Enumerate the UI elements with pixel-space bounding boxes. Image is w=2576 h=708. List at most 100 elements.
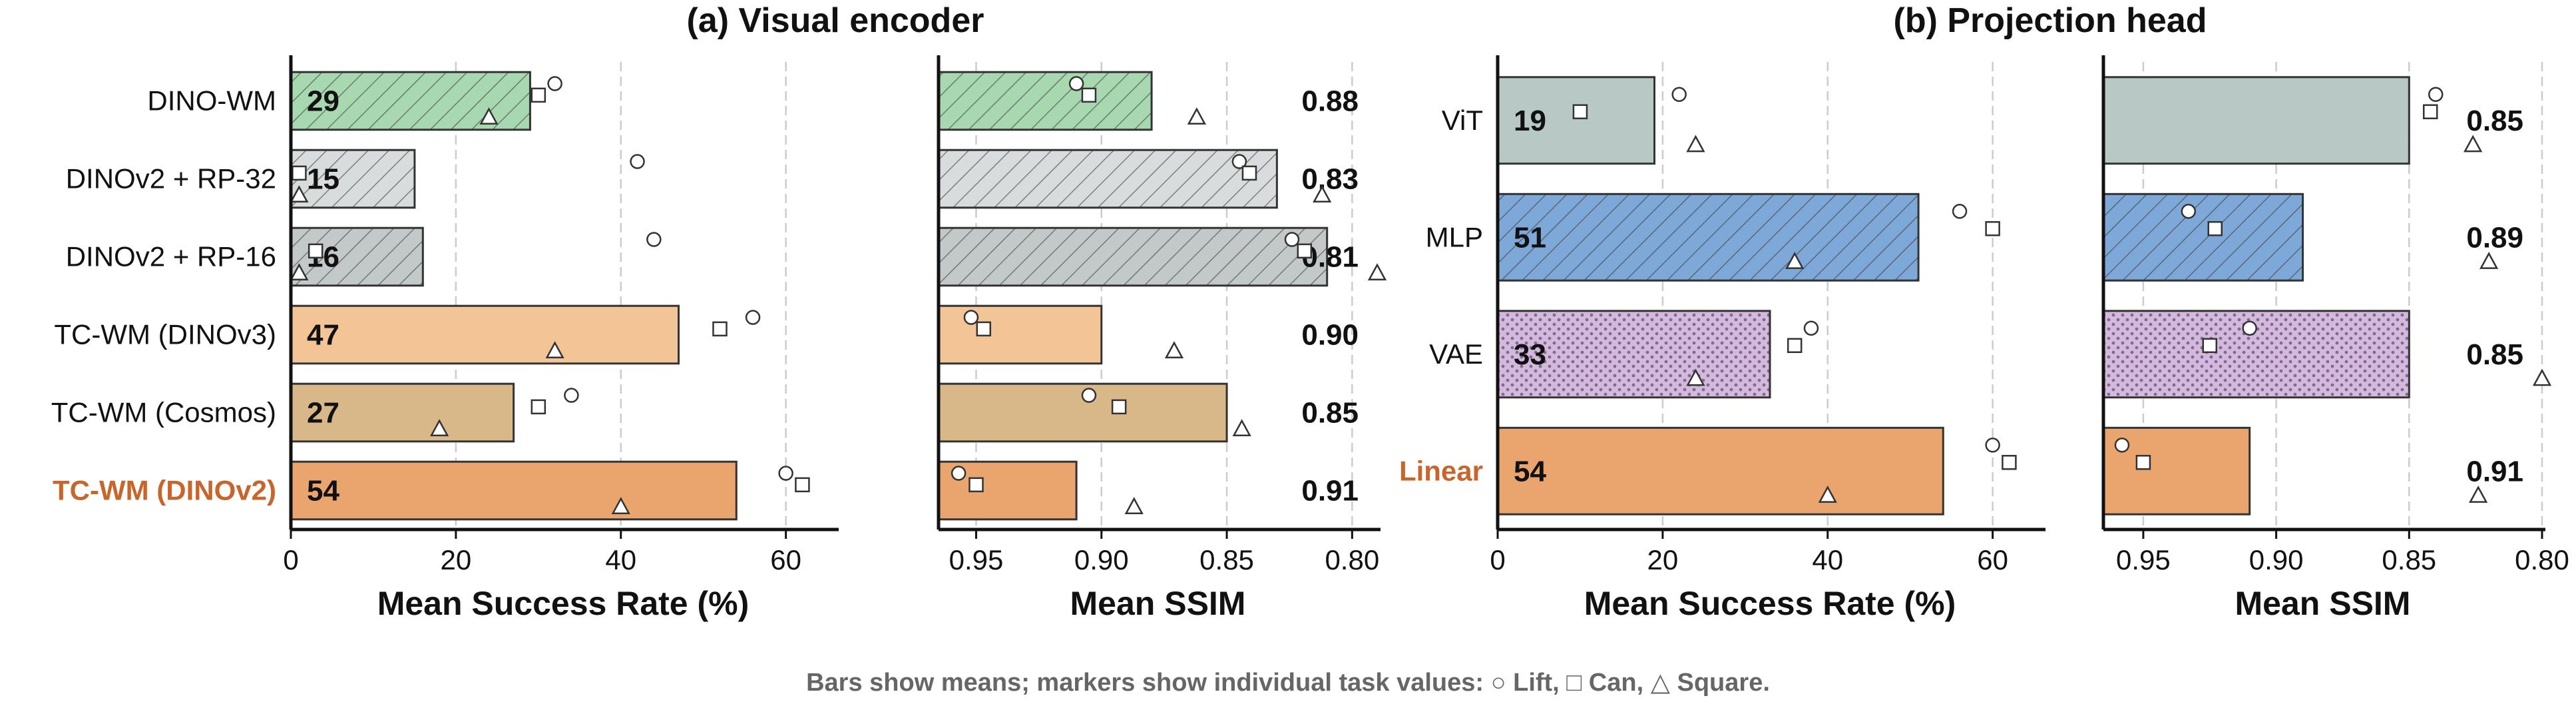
marker-can (1241, 165, 1257, 181)
x-tick-label: 0.90 (2249, 544, 2304, 575)
marker-square (290, 263, 309, 280)
marker-lift (778, 466, 793, 481)
bar-value-label: 0.85 (2466, 105, 2523, 137)
marker-square (2479, 252, 2499, 269)
marker-square (1367, 263, 1387, 280)
marker-can (1985, 221, 2000, 236)
bar-value-label: 27 (307, 397, 339, 430)
x-axis-label: Mean SSIM (2235, 585, 2411, 622)
marker-can (1081, 87, 1097, 103)
bar-hatch (1498, 194, 1919, 281)
marker-can (712, 321, 728, 337)
marker-can (308, 243, 323, 259)
marker-square (2469, 486, 2488, 503)
marker-can (968, 477, 984, 493)
marker-lift (2181, 204, 2197, 219)
marker-can (292, 165, 307, 181)
marker-square (1124, 497, 1144, 514)
marker-can (2002, 455, 2017, 470)
marker-can (531, 399, 546, 415)
marker-square (2464, 135, 2483, 153)
category-label: DINO-WM (147, 85, 276, 117)
marker-can (1111, 399, 1127, 415)
x-tick-label: 0.90 (1074, 544, 1129, 575)
marker-lift (564, 388, 579, 403)
bar (939, 306, 1102, 364)
marker-square (479, 107, 499, 125)
category-label: MLP (1426, 221, 1483, 252)
x-tick-label: 0.80 (2515, 544, 2569, 575)
x-tick-label: 0.95 (949, 544, 1004, 575)
bar-hatch (939, 72, 1152, 130)
bar-hatch (1498, 310, 1770, 398)
bar (291, 462, 737, 520)
bar-value-label: 15 (307, 163, 339, 196)
marker-lift (1231, 154, 1247, 169)
category-label: TC-WM (DINOv2) (53, 475, 276, 506)
category-label: ViT (1442, 105, 1483, 136)
category-label: TC-WM (DINOv3) (54, 319, 276, 350)
marker-square (2532, 368, 2552, 386)
marker-can (2202, 338, 2218, 354)
figure-caption: Bars show means; markers show individual… (806, 669, 1770, 697)
marker-square (611, 497, 630, 514)
bar-hatch (939, 228, 1327, 286)
bar-hatch (939, 150, 1277, 208)
marker-can (2135, 455, 2151, 470)
x-axis-label: Mean SSIM (1070, 585, 1246, 622)
x-tick-label: 0.85 (1199, 544, 1254, 575)
marker-lift (630, 154, 645, 169)
marker-lift (2114, 438, 2130, 453)
bar (1498, 77, 1655, 164)
bar-value-label: 0.85 (2466, 338, 2523, 371)
marker-lift (1952, 204, 1968, 219)
marker-lift (745, 310, 761, 325)
panel-b_ssim: 0.85 0.89 0.85 0.91 0.95 0.90 0.85 0.80 Mean SSI… (2101, 55, 2569, 622)
bar-value-label: 51 (1514, 221, 1546, 254)
category-label: Linear (1399, 455, 1483, 486)
x-tick-label: 40 (605, 544, 636, 575)
marker-square (545, 341, 564, 358)
bar (2103, 77, 2410, 164)
marker-lift (1068, 76, 1084, 91)
x-tick-label: 60 (770, 544, 801, 575)
marker-square (1313, 185, 1332, 202)
marker-square (1686, 368, 1705, 386)
marker-can (976, 321, 992, 337)
x-tick-label: 0.80 (1325, 544, 1379, 575)
x-tick-label: 60 (1977, 544, 2008, 575)
marker-lift (547, 76, 562, 91)
category-label: TC-WM (Cosmos) (51, 397, 276, 428)
bar (291, 384, 514, 442)
x-tick-label: 0 (1490, 544, 1505, 575)
bar (291, 306, 679, 364)
marker-square (1686, 135, 1705, 153)
marker-lift (951, 466, 966, 481)
marker-square (1818, 486, 1837, 503)
panel-title: (a) Visual encoder (687, 1, 984, 40)
x-tick-label: 0.85 (2382, 544, 2436, 575)
bar-value-label: 54 (1514, 455, 1546, 488)
marker-can (1572, 104, 1588, 120)
x-tick-label: 0 (283, 544, 298, 575)
bar-value-label: 0.83 (1301, 163, 1359, 196)
bar-value-label: 0.89 (2466, 221, 2523, 254)
bar-value-label: 0.90 (1301, 319, 1359, 352)
panel-b_success: 19 ViT 51 MLP 33 VAE 54 Linear 0 20 40 60 Mean Succe… (1399, 1, 2207, 622)
bar (1498, 428, 1944, 515)
panel-title: (b) Projection head (1894, 1, 2207, 40)
marker-lift (1284, 232, 1300, 247)
marker-square (290, 185, 309, 202)
marker-can (795, 477, 810, 493)
marker-can (2423, 104, 2438, 120)
bar-value-label: 0.88 (1301, 85, 1359, 118)
bar-value-label: 0.91 (1301, 475, 1359, 508)
x-axis-label: Mean Success Rate (%) (377, 585, 750, 622)
panel-a_ssim: 0.880.830.810.900.850.910.95 0.90 0.85 0.80… (937, 55, 1387, 622)
bar-hatch (2103, 194, 2303, 281)
marker-square (1164, 341, 1184, 358)
marker-can (531, 87, 546, 103)
